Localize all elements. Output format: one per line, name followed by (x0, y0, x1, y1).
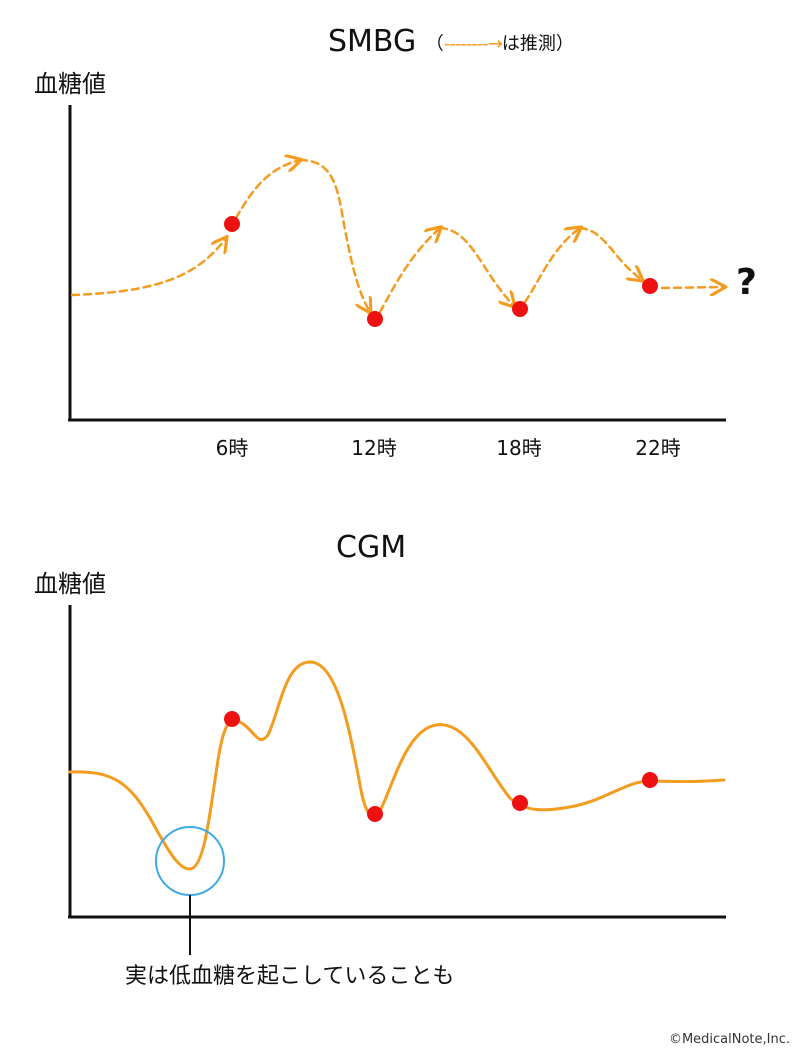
smbg-xtick-18: 18時 (496, 436, 542, 460)
cgm-axes (68, 605, 726, 919)
estimate-arrow-22-future (660, 287, 724, 288)
copyright-credit: ©MedicalNote,Inc. (668, 1032, 790, 1047)
smbg-title-text: SMBG (328, 24, 417, 59)
smbg-subtitle-open: （ (425, 33, 444, 55)
cgm-point-12 (367, 806, 383, 822)
cgm-measurements (224, 711, 658, 822)
cgm-continuous-curve (68, 660, 726, 871)
unknown-question-mark: ? (736, 262, 757, 303)
smbg-xtick-12: 12時 (351, 436, 397, 460)
cgm-title: CGM (336, 530, 407, 565)
smbg-subtitle: （--------→は推測） (426, 34, 574, 55)
cgm-point-22 (642, 772, 658, 788)
smbg-axes (68, 105, 726, 422)
smbg-point-18 (512, 301, 528, 317)
smbg-point-12 (367, 311, 383, 327)
smbg-xtick-6: 6時 (215, 436, 249, 460)
hypoglycemia-highlight-circle (155, 826, 225, 896)
estimate-arrow-12-up (378, 228, 440, 314)
estimate-arrow-down-18 (438, 226, 514, 306)
smbg-title: SMBG （--------→は推測） (328, 24, 574, 59)
cgm-point-6 (224, 711, 240, 727)
cgm-point-18 (512, 795, 528, 811)
cgm-y-axis-label: 血糖値 (34, 570, 106, 598)
smbg-subtitle-text: は推測） (501, 33, 574, 55)
smbg-xtick-22: 22時 (635, 436, 681, 460)
estimate-arrow-6-peak (234, 160, 300, 220)
hypoglycemia-annotation: 実は低血糖を起こしていることも (125, 964, 455, 989)
dashed-arrow-legend: --------→ (443, 33, 503, 55)
estimate-arrow-peak-12 (298, 158, 370, 312)
smbg-point-22 (642, 278, 658, 294)
smbg-estimate-curves (70, 158, 724, 314)
smbg-measurements (224, 216, 658, 327)
estimate-arrow-18-up (523, 228, 580, 304)
smbg-point-6 (224, 216, 240, 232)
smbg-y-axis-label: 血糖値 (34, 70, 106, 98)
estimate-arrow-0-6 (70, 238, 226, 297)
estimate-arrow-down-22 (578, 226, 642, 280)
